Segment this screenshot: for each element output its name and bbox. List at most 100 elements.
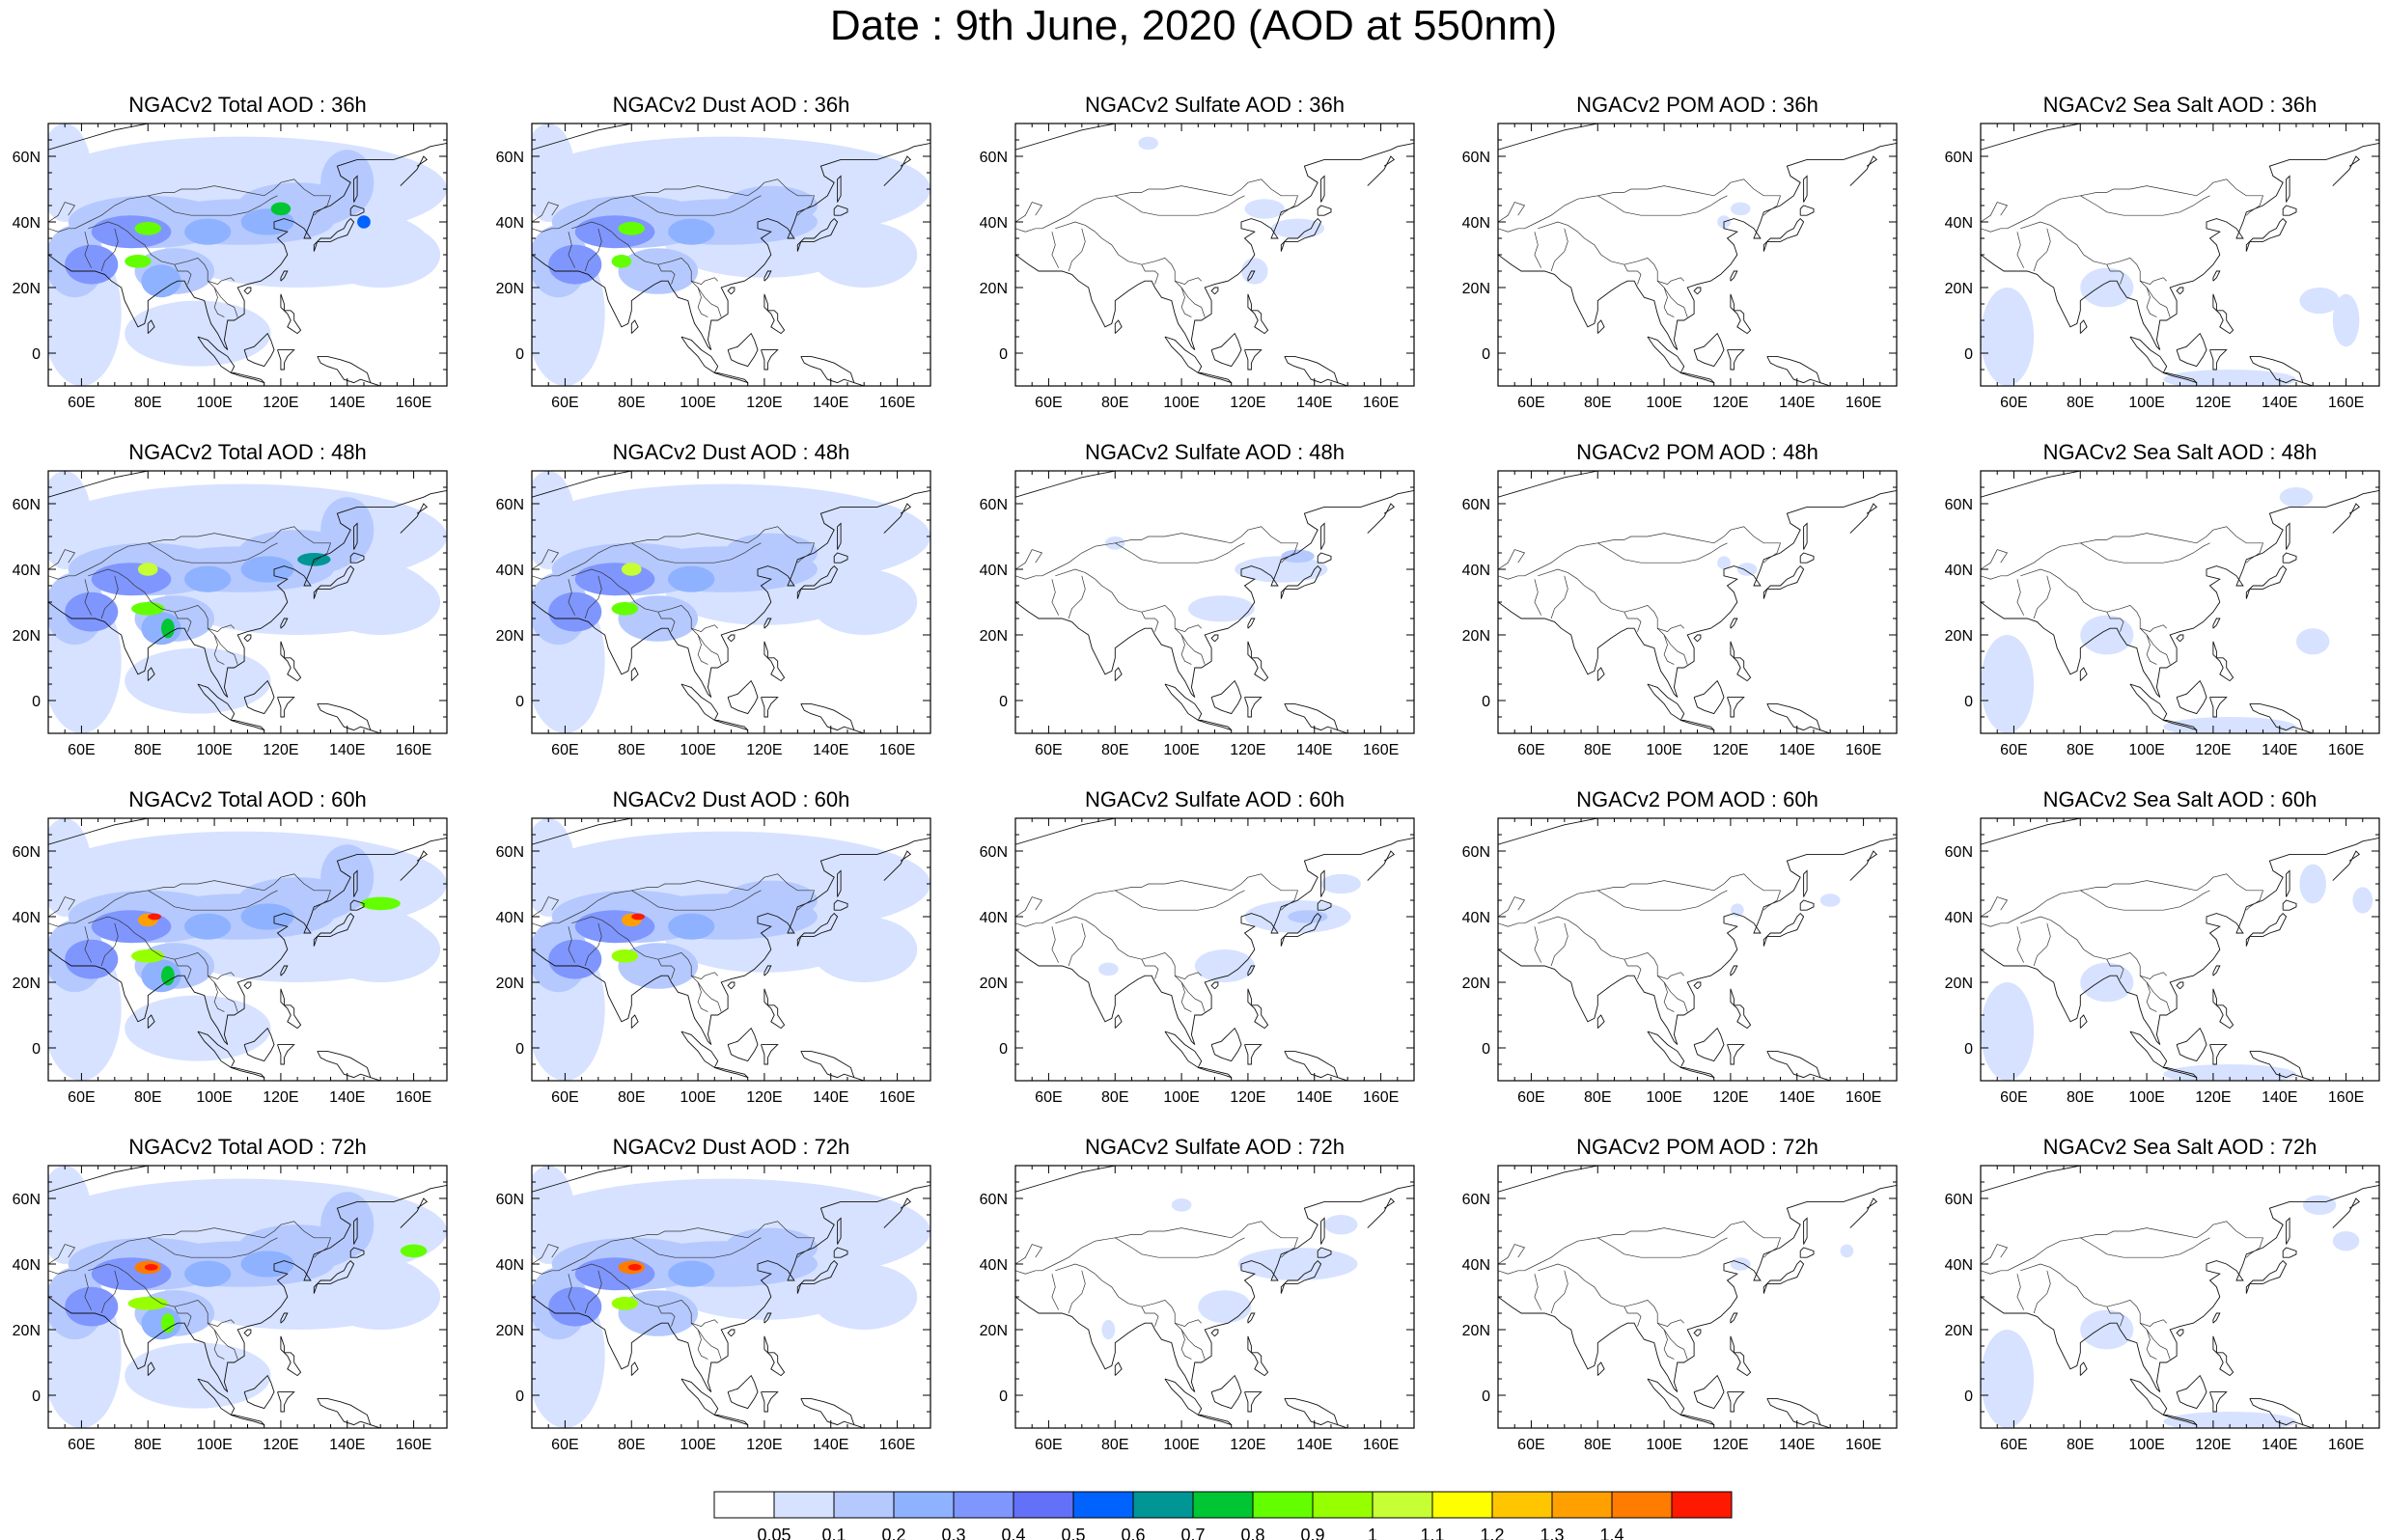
aod-field bbox=[1015, 1166, 1414, 1428]
map-panel: NGACv2 POM AOD : 36h 60E 80E 100E 120E 140E 16… bbox=[1462, 93, 1898, 411]
colorbar-swatch bbox=[1312, 1491, 1374, 1519]
aod-field-cell bbox=[320, 1192, 375, 1258]
lat-tick-label: 60N bbox=[1945, 150, 1973, 166]
aod-field-cell bbox=[811, 1264, 918, 1330]
map-panel: NGACv2 Sulfate AOD : 60h 60E 80E 100E 120E 14… bbox=[980, 787, 1415, 1106]
lon-tick-label: 140E bbox=[1779, 1089, 1815, 1106]
lat-tick-label: 0 bbox=[999, 1041, 1008, 1058]
country-borders bbox=[1015, 179, 1298, 317]
map-panel: NGACv2 Sulfate AOD : 72h 60E 80E 100E 120E 14… bbox=[980, 1135, 1415, 1453]
axis-ticks bbox=[1497, 470, 1898, 734]
lon-tick-label: 120E bbox=[746, 395, 782, 411]
lon-tick-label: 100E bbox=[1646, 742, 1681, 758]
aod-field-cell bbox=[240, 1251, 294, 1278]
lat-tick-label: 60N bbox=[13, 150, 41, 166]
colorbar-swatch bbox=[1611, 1491, 1673, 1519]
aod-field-cell bbox=[125, 300, 271, 367]
lon-tick-label: 120E bbox=[1712, 1089, 1748, 1106]
colorbar-label: 0.8 bbox=[1240, 1526, 1264, 1540]
lon-tick-label: 140E bbox=[1779, 395, 1815, 411]
lon-tick-label: 100E bbox=[1646, 1089, 1681, 1106]
axis-ticks bbox=[1014, 123, 1415, 387]
aod-field-cell bbox=[65, 244, 119, 285]
map-panel: NGACv2 POM AOD : 72h 60E 80E 100E 120E 140E 16… bbox=[1462, 1135, 1898, 1453]
lon-tick-label: 60E bbox=[551, 742, 578, 758]
panel-title: NGACv2 Sulfate AOD : 48h bbox=[1085, 440, 1345, 464]
aod-field-cell bbox=[631, 913, 646, 921]
panel-title: NGACv2 Sea Salt AOD : 48h bbox=[2043, 440, 2318, 464]
lon-tick-label: 80E bbox=[618, 1089, 645, 1106]
colorbar-label: 0.1 bbox=[821, 1526, 846, 1540]
axis-ticks bbox=[1980, 123, 2380, 387]
aod-field-cell bbox=[127, 1297, 168, 1310]
aod-field-cell bbox=[184, 1260, 232, 1287]
colorbar-swatch bbox=[1491, 1491, 1553, 1519]
lon-tick-label: 160E bbox=[1363, 1089, 1399, 1106]
aod-field-cell bbox=[125, 255, 152, 268]
lon-tick-label: 60E bbox=[1035, 742, 1062, 758]
aod-field-cell bbox=[548, 591, 602, 632]
aod-field-cell bbox=[618, 595, 699, 642]
lat-tick-label: 0 bbox=[1482, 1041, 1490, 1058]
lon-tick-label: 140E bbox=[1296, 742, 1332, 758]
aod-field-cell bbox=[611, 255, 632, 268]
aod-field-cell bbox=[1271, 218, 1325, 238]
axis-ticks bbox=[1980, 817, 2380, 1082]
coastlines bbox=[1498, 124, 1897, 386]
lat-tick-label: 40N bbox=[980, 563, 1008, 579]
aod-field-cell bbox=[2163, 1412, 2296, 1428]
lon-tick-label: 60E bbox=[1517, 742, 1544, 758]
lat-tick-label: 0 bbox=[515, 1041, 524, 1058]
aod-field-cell bbox=[627, 1264, 642, 1271]
lon-tick-label: 140E bbox=[329, 1089, 365, 1106]
panel-title: NGACv2 Dust AOD : 60h bbox=[613, 787, 850, 811]
colorbar-label: 0.7 bbox=[1180, 1526, 1205, 1540]
aod-field-cell bbox=[2302, 1195, 2337, 1215]
panel-title: NGACv2 Sulfate AOD : 60h bbox=[1085, 787, 1345, 811]
colorbar-swatch bbox=[1551, 1491, 1613, 1519]
aod-field-cell bbox=[2299, 864, 2326, 904]
lon-tick-label: 60E bbox=[2000, 395, 2027, 411]
lon-tick-label: 120E bbox=[746, 1437, 782, 1453]
lon-tick-label: 60E bbox=[1517, 1089, 1544, 1106]
country-borders bbox=[532, 873, 815, 1012]
aod-field-cell bbox=[1101, 1319, 1116, 1340]
lon-tick-label: 80E bbox=[618, 395, 645, 411]
map-panel: NGACv2 Sea Salt AOD : 72h 60E 80E 100E 120E 1… bbox=[1945, 1135, 2380, 1453]
lat-tick-label: 0 bbox=[515, 694, 524, 710]
panel-title: NGACv2 POM AOD : 72h bbox=[1576, 1135, 1818, 1159]
lat-tick-label: 60N bbox=[1945, 1192, 1973, 1208]
panel-title: NGACv2 POM AOD : 60h bbox=[1576, 787, 1818, 811]
colorbar-label: 1.4 bbox=[1599, 1526, 1624, 1540]
panel-title: NGACv2 Sea Salt AOD : 60h bbox=[2043, 787, 2318, 811]
map-panel: NGACv2 Total AOD : 72h 60E 80E 100E 120E 140E… bbox=[13, 1135, 448, 1453]
colorbar-label: 0.9 bbox=[1300, 1526, 1324, 1540]
lon-tick-label: 80E bbox=[2067, 1437, 2094, 1453]
lon-tick-label: 100E bbox=[1646, 1437, 1681, 1453]
aod-field-cell bbox=[2163, 1064, 2296, 1081]
lat-tick-label: 20N bbox=[1945, 1323, 1973, 1339]
aod-field-cell bbox=[141, 264, 181, 298]
coastlines bbox=[1981, 818, 2379, 1081]
aod-field-cell bbox=[621, 563, 642, 576]
colorbar-swatch bbox=[1132, 1491, 1194, 1519]
aod-field bbox=[1981, 471, 2379, 733]
axis-ticks bbox=[1014, 470, 1415, 734]
aod-field-cell bbox=[65, 1286, 119, 1327]
lon-tick-label: 80E bbox=[1584, 1089, 1611, 1106]
lat-tick-label: 0 bbox=[32, 694, 41, 710]
lat-tick-label: 60N bbox=[496, 497, 524, 513]
lon-tick-label: 80E bbox=[618, 1437, 645, 1453]
country-borders bbox=[532, 1221, 815, 1360]
panel-title: NGACv2 Total AOD : 72h bbox=[128, 1135, 367, 1159]
colorbar-swatch bbox=[1192, 1491, 1254, 1519]
aod-field-cell bbox=[1730, 1257, 1751, 1271]
aod-field bbox=[48, 1166, 447, 1428]
aod-field bbox=[48, 818, 447, 1081]
lat-tick-label: 0 bbox=[1964, 694, 1973, 710]
lat-tick-label: 40N bbox=[496, 215, 524, 232]
lat-tick-label: 40N bbox=[496, 1257, 524, 1274]
lon-tick-label: 160E bbox=[1363, 742, 1399, 758]
aod-field-cell bbox=[1281, 549, 1315, 564]
lon-tick-label: 100E bbox=[196, 1089, 232, 1106]
